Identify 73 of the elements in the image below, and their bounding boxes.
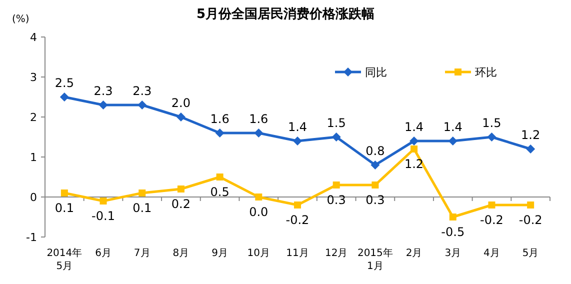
data-label: 1.6 bbox=[249, 112, 268, 126]
data-label: 1.5 bbox=[326, 116, 346, 130]
point bbox=[526, 144, 536, 154]
legend-label: 环比 bbox=[475, 66, 497, 79]
point bbox=[527, 202, 534, 208]
data-label: 0.1 bbox=[132, 201, 152, 215]
data-label: -0.2 bbox=[518, 213, 542, 227]
data-label: 2.3 bbox=[132, 84, 152, 98]
data-label: -0.2 bbox=[480, 213, 504, 227]
x-tick-label: 5月 bbox=[522, 248, 539, 259]
point bbox=[488, 202, 496, 208]
y-axis-title: (%) bbox=[12, 14, 30, 25]
point bbox=[98, 100, 108, 110]
legend-label: 同比 bbox=[365, 66, 387, 79]
point bbox=[254, 128, 264, 138]
x-tick-label: 12月 bbox=[324, 248, 348, 259]
data-label: 0.0 bbox=[249, 205, 268, 219]
point bbox=[215, 128, 224, 138]
y-tick-label: 1 bbox=[30, 151, 37, 164]
data-label: 1.2 bbox=[404, 157, 424, 171]
x-tick-label: 2014年 5月 bbox=[46, 247, 82, 272]
data-label: 0.5 bbox=[210, 185, 230, 199]
data-label: -0.5 bbox=[441, 225, 465, 239]
x-tick-label: 6月 bbox=[95, 248, 112, 259]
point bbox=[293, 136, 302, 146]
y-tick-label: 0 bbox=[30, 191, 37, 204]
point bbox=[255, 194, 262, 200]
data-label: 2.0 bbox=[171, 96, 191, 110]
point bbox=[60, 92, 69, 102]
x-tick-label: 2月 bbox=[406, 248, 422, 259]
point bbox=[410, 146, 418, 152]
point bbox=[216, 174, 224, 180]
point bbox=[487, 132, 496, 142]
y-tick-label: 4 bbox=[30, 31, 37, 44]
y-tick-label: -1 bbox=[26, 231, 37, 244]
point bbox=[138, 100, 147, 110]
data-label: 0.2 bbox=[171, 197, 191, 211]
point bbox=[332, 132, 341, 142]
y-tick-label: 2 bbox=[30, 111, 37, 124]
data-label: 0.3 bbox=[326, 193, 346, 207]
data-label: 2.5 bbox=[54, 76, 74, 90]
point bbox=[176, 112, 186, 122]
point bbox=[100, 198, 107, 204]
point bbox=[60, 190, 68, 196]
x-tick-label: 2015年 1月 bbox=[357, 247, 393, 272]
data-label: 0.8 bbox=[366, 144, 385, 158]
data-label: -0.2 bbox=[286, 213, 310, 227]
data-label: 0.1 bbox=[54, 201, 74, 215]
data-label: 1.4 bbox=[288, 120, 308, 134]
x-tick-label: 8月 bbox=[172, 248, 190, 259]
y-tick-label: 3 bbox=[30, 71, 37, 84]
data-label: 0.3 bbox=[366, 193, 385, 207]
point bbox=[449, 214, 456, 220]
x-tick-label: 9月 bbox=[212, 248, 228, 259]
point bbox=[294, 202, 301, 208]
point bbox=[370, 160, 380, 170]
data-label: 1.4 bbox=[443, 120, 462, 134]
data-label: 2.3 bbox=[94, 84, 113, 98]
data-label: 1.6 bbox=[210, 112, 230, 126]
chart-title: 5月份全国居民消费价格涨跌幅 bbox=[196, 7, 375, 22]
x-tick-label: 10月 bbox=[247, 248, 270, 259]
data-label: 1.4 bbox=[404, 120, 424, 134]
data-label: 1.5 bbox=[482, 116, 502, 130]
x-tick-label: 11月 bbox=[286, 248, 309, 259]
data-label: -0.1 bbox=[92, 209, 115, 223]
point bbox=[332, 182, 340, 188]
point bbox=[177, 186, 184, 192]
x-tick-label: 3月 bbox=[444, 248, 462, 259]
point bbox=[372, 182, 379, 188]
data-label: 1.2 bbox=[521, 128, 540, 142]
x-tick-label: 7月 bbox=[134, 248, 150, 259]
point bbox=[138, 190, 146, 196]
x-tick-label: 4月 bbox=[484, 248, 500, 259]
